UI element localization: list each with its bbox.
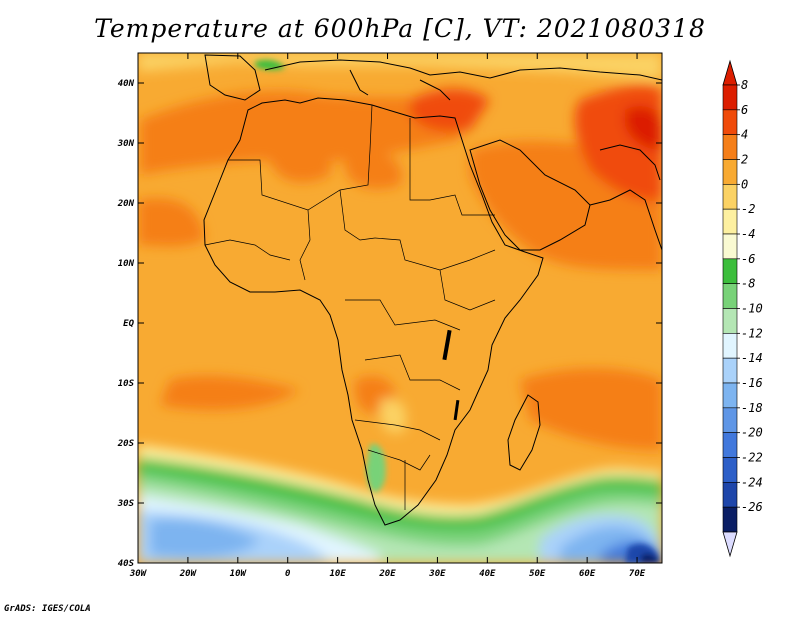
colorbar-swatch <box>722 482 738 508</box>
colorbar-label: 8 <box>741 78 748 92</box>
lon-tick-label: 0 <box>285 569 291 579</box>
colorbar-label: -12 <box>741 326 763 340</box>
colorbar-swatch <box>722 357 738 384</box>
lat-tick-label: 30S <box>117 499 135 509</box>
map-frame <box>137 52 663 564</box>
colorbar-swatch <box>722 184 738 210</box>
lon-tick-label: 70E <box>629 569 646 579</box>
colorbar-label: -8 <box>741 277 755 291</box>
colorbar-swatch <box>722 134 738 160</box>
longitude-axis: 30W 20W 10W 0 10E 20E 30E 40E 50E 60E 70E <box>129 53 646 579</box>
lat-tick-label: 10N <box>118 259 135 269</box>
lat-tick-label: 40S <box>118 559 135 569</box>
colorbar-swatch <box>722 506 738 533</box>
lat-tick-label: 30N <box>117 139 135 149</box>
lon-tick-label: 20W <box>179 569 198 579</box>
colorbar-swatch <box>722 109 738 135</box>
lon-tick-label: 20E <box>378 569 396 579</box>
colorbar-swatch <box>722 333 738 359</box>
colorbar-swatch <box>722 233 738 260</box>
colorbar: 8 6 4 2 0 -2 -4 -6 -8 -10 -12 -14 -16 -18 -20 -22 -24 -26 <box>722 59 763 558</box>
colorbar-swatch <box>722 457 738 483</box>
colorbar-label: -26 <box>741 500 763 514</box>
lon-tick-label: 30W <box>129 569 148 579</box>
lon-tick-label: 10E <box>329 569 346 579</box>
colorbar-top-arrow <box>722 59 738 86</box>
colorbar-swatch <box>722 283 738 309</box>
colorbar-swatch <box>722 308 738 334</box>
colorbar-label: -4 <box>741 227 755 241</box>
colorbar-swatch <box>722 159 738 185</box>
colorbar-label: 4 <box>741 128 748 142</box>
lat-tick-label: 20N <box>117 199 135 209</box>
colorbar-label: -24 <box>741 475 763 489</box>
temperature-field <box>138 53 662 563</box>
colorbar-label: 2 <box>741 153 748 167</box>
lon-tick-label: 30E <box>428 569 446 579</box>
colorbar-swatch <box>722 84 738 111</box>
colorbar-label: 0 <box>741 177 748 191</box>
latitude-axis: 40N 30N 20N 10N EQ 10S 20S 30S 40S <box>117 79 662 569</box>
credit-text: GrADS: IGES/COLA <box>4 604 91 614</box>
colorbar-label: -18 <box>741 401 763 415</box>
colorbar-swatch <box>722 258 738 284</box>
lon-tick-label: 50E <box>529 569 546 579</box>
coastline <box>203 54 662 526</box>
colorbar-label: 6 <box>741 103 748 117</box>
colorbar-label: -2 <box>741 202 755 216</box>
lat-tick-label: EQ <box>123 319 134 329</box>
colorbar-swatch <box>722 208 738 235</box>
colorbar-swatch <box>722 407 738 433</box>
colorbar-label: -6 <box>741 252 755 266</box>
lat-tick-label: 40N <box>118 79 135 89</box>
colorbar-swatch <box>722 382 738 409</box>
colorbar-label: -10 <box>741 302 763 316</box>
country-borders <box>204 104 496 510</box>
lat-tick-label: 10S <box>118 379 135 389</box>
colorbar-bottom-arrow <box>722 531 738 558</box>
colorbar-swatch <box>722 432 738 458</box>
lat-tick-label: 20S <box>117 439 135 449</box>
colorbar-label: -20 <box>741 426 763 440</box>
lon-tick-label: 10W <box>230 569 248 579</box>
lon-tick-label: 60E <box>579 569 596 579</box>
colorbar-label: -14 <box>741 351 763 365</box>
colorbar-label: -22 <box>741 451 763 465</box>
lon-tick-label: 40E <box>479 569 496 579</box>
map-title: Temperature at 600hPa [C], VT: 202108031… <box>94 14 706 43</box>
colorbar-label: -16 <box>741 376 763 390</box>
